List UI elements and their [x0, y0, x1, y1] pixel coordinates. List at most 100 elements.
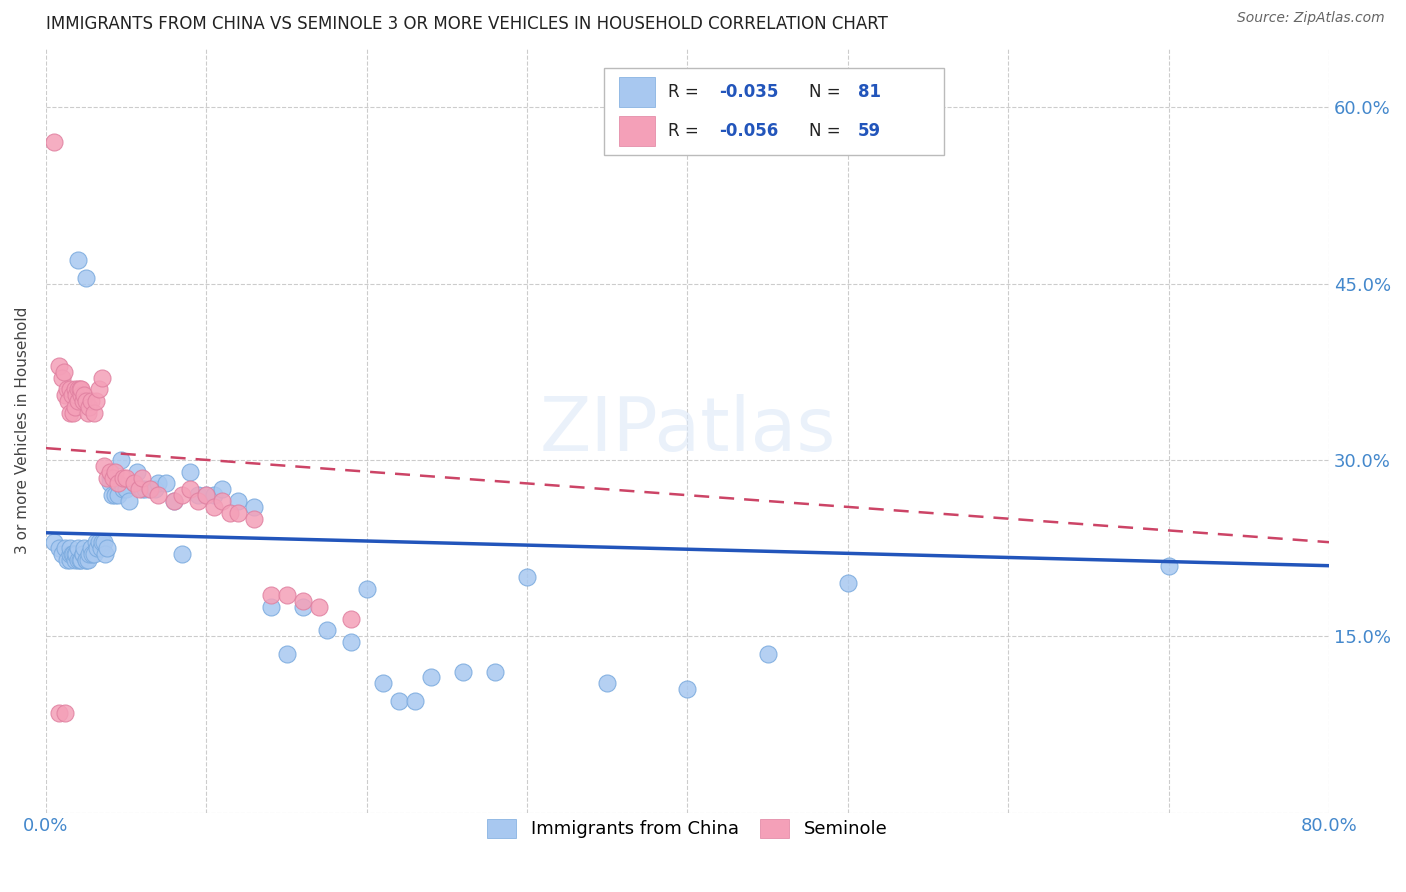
Point [172, 488, 194, 502]
Point [72, 547, 94, 561]
Point [59, 553, 82, 567]
Point [103, 470, 125, 484]
Point [155, 476, 177, 491]
Point [52, 365, 75, 379]
Point [59, 406, 82, 420]
Point [100, 488, 122, 502]
Point [259, 599, 281, 614]
Point [87, 383, 110, 397]
Point [276, 588, 298, 602]
Point [76, 553, 98, 567]
Point [128, 483, 150, 497]
Point [104, 465, 127, 479]
Point [91, 535, 114, 549]
Text: R =: R = [668, 83, 704, 101]
Point [60, 388, 83, 402]
Point [80, 394, 103, 409]
Y-axis label: 3 or more Vehicles in Household: 3 or more Vehicles in Household [15, 307, 30, 554]
Text: -0.035: -0.035 [720, 83, 779, 101]
Point [59, 541, 82, 555]
Text: Source: ZipAtlas.com: Source: ZipAtlas.com [1237, 11, 1385, 25]
Point [596, 676, 619, 690]
Point [122, 476, 145, 491]
Point [67, 394, 90, 409]
Point [419, 670, 441, 684]
Point [48, 706, 70, 720]
Point [308, 599, 330, 614]
Point [51, 370, 73, 384]
Point [98, 476, 121, 491]
Point [63, 383, 86, 397]
Point [202, 488, 225, 502]
Point [107, 488, 129, 502]
Point [83, 547, 105, 561]
Point [58, 394, 80, 409]
Point [48, 541, 70, 555]
Text: 81: 81 [858, 83, 882, 101]
Point [187, 494, 209, 508]
Point [42, 136, 65, 150]
Point [187, 488, 209, 502]
Point [404, 694, 426, 708]
Point [84, 394, 107, 409]
Point [676, 682, 699, 697]
Point [356, 582, 378, 597]
Point [75, 394, 97, 409]
Point [131, 483, 153, 497]
Point [115, 470, 138, 484]
Point [69, 383, 91, 397]
Point [87, 535, 110, 549]
Point [143, 483, 166, 497]
FancyBboxPatch shape [620, 77, 655, 107]
Point [388, 694, 411, 708]
Point [56, 553, 79, 567]
Point [89, 541, 111, 555]
Point [75, 553, 97, 567]
Point [148, 476, 170, 491]
Point [148, 488, 170, 502]
Point [115, 483, 138, 497]
Point [72, 394, 94, 409]
Point [75, 553, 97, 567]
Point [105, 476, 128, 491]
Point [127, 465, 149, 479]
Point [339, 611, 361, 625]
Text: IMMIGRANTS FROM CHINA VS SEMINOLE 3 OR MORE VEHICLES IN HOUSEHOLD CORRELATION CH: IMMIGRANTS FROM CHINA VS SEMINOLE 3 OR M… [46, 15, 887, 33]
Point [202, 500, 225, 514]
Point [139, 483, 162, 497]
Point [315, 624, 337, 638]
Point [86, 541, 108, 555]
Point [96, 541, 118, 555]
Point [65, 547, 87, 561]
Point [67, 383, 90, 397]
Point [63, 400, 86, 414]
Point [228, 506, 250, 520]
Point [69, 553, 91, 567]
Point [63, 547, 86, 561]
Point [48, 359, 70, 373]
Point [51, 547, 73, 561]
Point [62, 547, 84, 561]
Point [94, 547, 117, 561]
Point [59, 547, 82, 561]
Point [756, 647, 779, 661]
Point [62, 406, 84, 420]
Point [163, 494, 186, 508]
Point [291, 594, 314, 608]
Point [67, 541, 90, 555]
Point [371, 676, 394, 690]
Point [111, 470, 134, 484]
Point [53, 541, 76, 555]
Point [73, 388, 96, 402]
Point [228, 494, 250, 508]
Point [837, 576, 859, 591]
Text: R =: R = [668, 122, 704, 140]
Point [73, 541, 96, 555]
Point [211, 483, 233, 497]
Point [83, 406, 105, 420]
Point [1157, 558, 1180, 573]
Point [131, 470, 153, 484]
Point [53, 706, 76, 720]
Point [172, 547, 194, 561]
Point [291, 599, 314, 614]
